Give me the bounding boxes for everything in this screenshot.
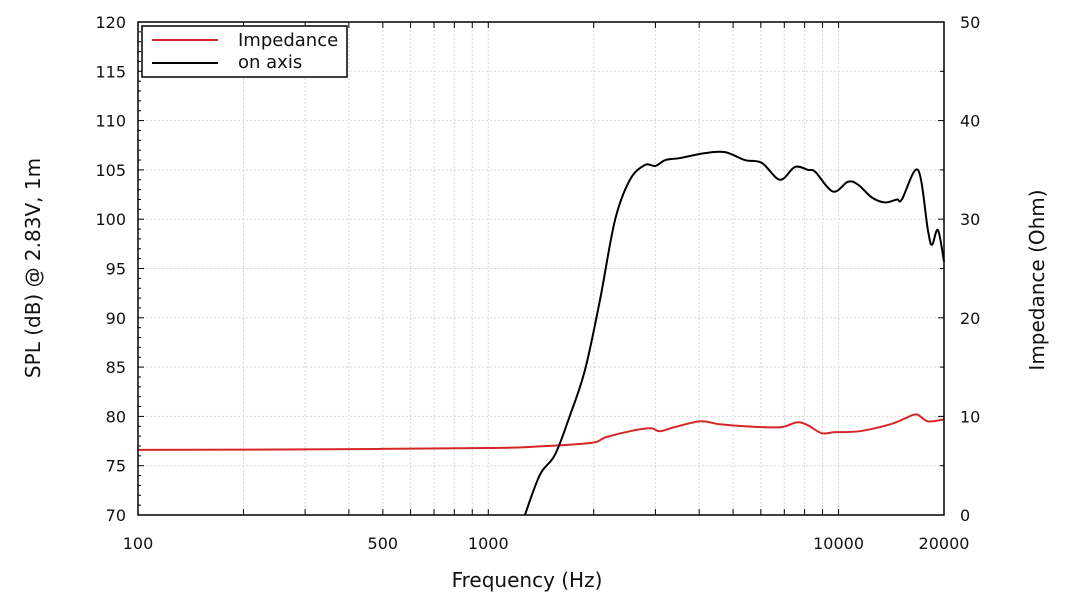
axes: 70 75 80 85 90 95 100 105 110 115 120 0 10 20 30 40 50 10… bbox=[95, 13, 980, 553]
x-tick-label: 20000 bbox=[919, 534, 970, 553]
y2-tick-label: 0 bbox=[960, 506, 970, 525]
grid bbox=[138, 22, 944, 515]
y2-tick-label: 30 bbox=[960, 210, 980, 229]
y-tick-label: 75 bbox=[106, 457, 126, 476]
legend-label-impedance: Impedance bbox=[238, 30, 338, 51]
x-axis-label: Frequency (Hz) bbox=[452, 568, 603, 592]
y2-tick-label: 20 bbox=[960, 309, 980, 328]
x-tick-label: 10000 bbox=[813, 534, 864, 553]
y-tick-label: 90 bbox=[106, 309, 126, 328]
y2-tick-label: 50 bbox=[960, 13, 980, 32]
y-tick-label: 110 bbox=[95, 112, 126, 131]
y-tick-label: 105 bbox=[95, 161, 126, 180]
y2-tick-label: 10 bbox=[960, 407, 980, 426]
y-tick-label: 85 bbox=[106, 358, 126, 377]
x-tick-label: 100 bbox=[123, 534, 154, 553]
series-line-on-axis bbox=[523, 150, 945, 516]
y-tick-label: 100 bbox=[95, 210, 126, 229]
legend: Impedance on axis bbox=[141, 25, 348, 78]
plot-frame bbox=[137, 21, 945, 516]
y-tick-label: 70 bbox=[106, 506, 126, 525]
y2-tick-label: 40 bbox=[960, 112, 980, 131]
curves bbox=[137, 150, 945, 516]
legend-label-on-axis: on axis bbox=[238, 52, 302, 73]
x-tick-label: 500 bbox=[368, 534, 399, 553]
y-tick-label: 120 bbox=[95, 13, 126, 32]
y-tick-label: 95 bbox=[106, 260, 126, 279]
y2-axis-label: Impedance (Ohm) bbox=[1025, 189, 1049, 370]
y-tick-label: 80 bbox=[106, 407, 126, 426]
y-tick-label: 115 bbox=[95, 62, 126, 81]
x-tick-label: 1000 bbox=[468, 534, 509, 553]
y-axis-label: SPL (dB) @ 2.83V, 1m bbox=[21, 158, 45, 378]
series-line-impedance bbox=[137, 413, 945, 451]
